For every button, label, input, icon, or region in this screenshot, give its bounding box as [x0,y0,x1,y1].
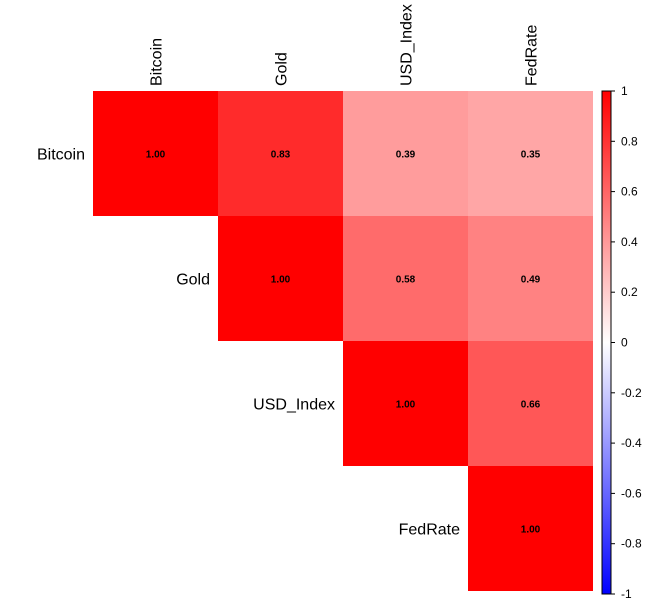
column-label-gold: Gold [274,52,291,86]
heatmap-cell-bitcoin-fedrate [468,91,593,216]
colorbar-tick-label: -1 [621,587,632,601]
colorbar-tick-label: 0.4 [621,235,638,249]
heatmap-cell-gold-usd_index [343,216,468,341]
heatmap-cell-usd_index-fedrate [468,341,593,466]
colorbar: 1 0.8 0.6 0.4 0.2 0 -0.2 -0.4 -0.6 -0.8 -1 [601,84,642,601]
row-label-fedrate: FedRate [399,522,460,539]
colorbar-tick-label: 1 [621,84,628,98]
row-label-gold: Gold [176,272,210,289]
colorbar-tick-label: 0.2 [621,285,638,299]
heatmap-cell-bitcoin-gold [218,91,343,216]
heatmap-cell-gold-fedrate [468,216,593,341]
column-labels: Bitcoin Gold USD_Index FedRate [149,4,541,86]
colorbar-tick-label: -0.2 [621,386,642,400]
colorbar-tick-label: -0.6 [621,486,642,500]
colorbar-tick-label: 0 [621,336,628,350]
cell-value-label: 0.83 [271,150,291,161]
column-label-fedrate: FedRate [524,25,541,86]
cell-value-label: 0.49 [521,275,541,286]
row-labels: Bitcoin Gold USD_Index FedRate [37,147,460,539]
colorbar-tick-label: 0.8 [621,134,638,148]
heatmap-cell-gold-gold [218,216,343,341]
colorbar-tick-label: -0.8 [621,537,642,551]
row-label-bitcoin: Bitcoin [37,147,85,164]
heatmap-cell-bitcoin-usd_index [343,91,468,216]
column-label-bitcoin: Bitcoin [149,38,166,86]
cell-value-label: 0.58 [396,275,416,286]
colorbar-tick-label: 0.6 [621,185,638,199]
heatmap-cell-fedrate-fedrate [468,466,593,591]
colorbar-tick-label: -0.4 [621,436,642,450]
cell-value-label: 0.39 [396,150,416,161]
heatmap-cell-bitcoin-bitcoin [93,91,218,216]
cell-value-label: 0.66 [521,400,541,411]
cell-value-label: 1.00 [271,275,291,286]
colorbar-gradient [601,90,612,595]
cell-value-label: 1.00 [146,150,166,161]
cell-value-label: 0.35 [521,150,541,161]
heatmap-cell-usd_index-usd_index [343,341,468,466]
row-label-usd_index: USD_Index [253,397,335,414]
column-label-usd_index: USD_Index [399,4,416,86]
heatmap-cells: 1.00 0.83 0.39 0.35 1.00 0.58 0.49 1.00 0.66 1.00 [93,91,593,591]
cell-value-label: 1.00 [396,400,416,411]
cell-value-label: 1.00 [521,525,541,536]
